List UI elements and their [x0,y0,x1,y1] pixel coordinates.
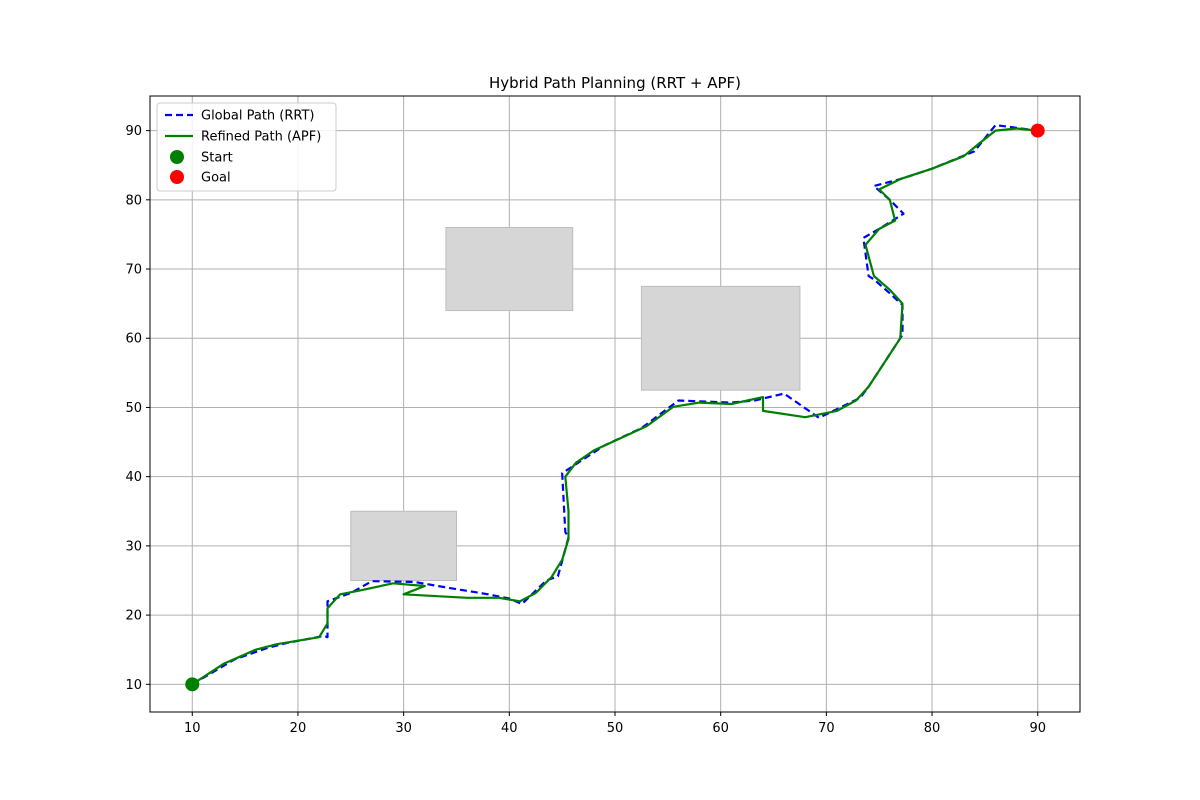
x-tick-label: 20 [290,721,307,736]
x-tick-label: 30 [395,721,412,736]
y-tick-label: 90 [125,124,142,139]
y-tick-label: 50 [125,401,142,416]
y-tick-label: 40 [125,470,142,485]
y-tick-label: 30 [125,539,142,554]
ticks: 10 20 30 40 50 60 70 80 90 10 20 30 40 50 60 70 80 90 [125,124,1046,736]
legend: Global Path (RRT) Refined Path (APF) Start… [156,102,337,192]
legend-swatch [170,170,184,184]
y-tick-label: 20 [125,609,142,624]
legend-box [156,102,337,192]
grid [150,96,1080,712]
x-tick-label: 80 [924,721,941,736]
legend-label: Refined Path (APF) [201,130,321,145]
legend-label: Start [201,151,233,166]
x-tick-label: 40 [501,721,518,736]
obstacle-rect [350,510,457,581]
start-marker [185,677,200,692]
y-tick-label: 60 [125,332,142,347]
global-path-line [191,123,1038,686]
refined-path-line [191,127,1038,686]
x-tick-label: 60 [712,721,729,736]
legend-swatch [170,150,184,164]
legend-label: Goal [201,171,231,186]
obstacle-rect [640,285,801,391]
chart-title: Hybrid Path Planning (RRT + APF) [489,74,741,92]
x-tick-label: 70 [818,721,835,736]
x-tick-label: 90 [1029,721,1046,736]
x-tick-label: 10 [184,721,201,736]
y-tick-label: 80 [125,193,142,208]
y-tick-label: 10 [125,678,142,693]
series [191,123,1038,686]
y-tick-label: 70 [125,263,142,278]
x-tick-label: 50 [607,721,624,736]
legend-label: Global Path (RRT) [201,109,315,124]
obstacle-rect [445,227,574,312]
markers [185,123,1045,692]
obstacles [350,227,801,581]
goal-marker [1030,123,1045,138]
